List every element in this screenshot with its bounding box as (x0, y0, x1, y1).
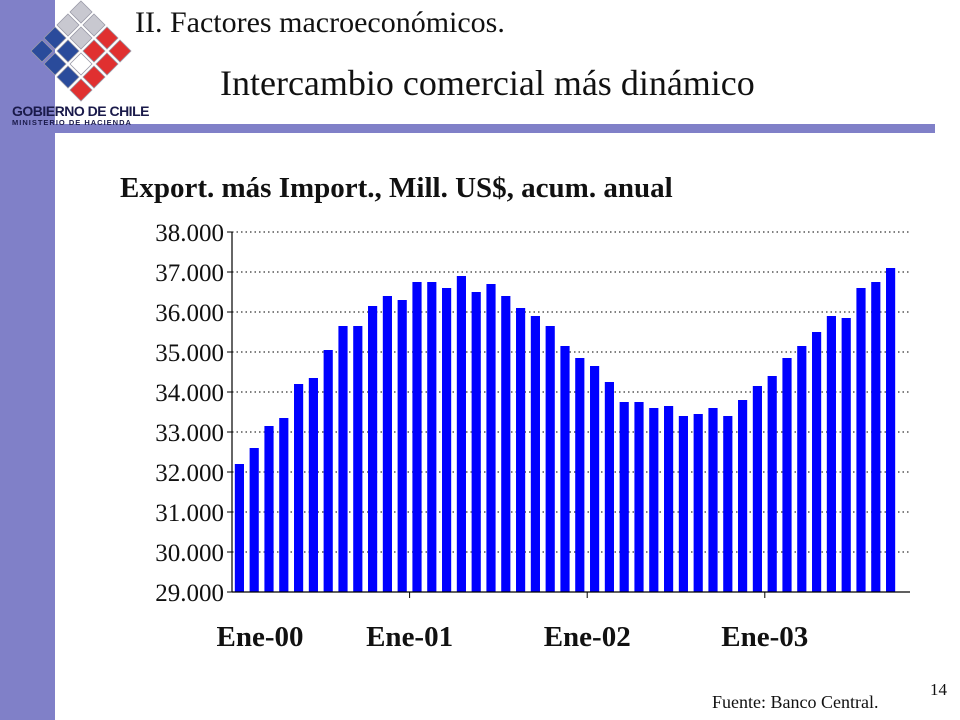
logo-diamond (43, 26, 67, 50)
logo-diamond (56, 39, 80, 63)
bar (797, 346, 807, 592)
bar (530, 316, 540, 592)
logo-text: GOBIERNO DE CHILE MINISTERIO DE HACIENDA (12, 104, 157, 128)
y-tick-label: 33.000 (155, 420, 224, 447)
bar (619, 402, 629, 592)
bar (412, 282, 422, 592)
logo-diamond (30, 39, 54, 63)
y-tick-label: 32.000 (155, 460, 224, 487)
bar (323, 350, 333, 592)
x-tick-label: Ene-00 (217, 621, 304, 653)
bar (368, 306, 378, 592)
y-tick-label: 34.000 (155, 380, 224, 407)
logo-diamond (95, 26, 119, 50)
bar (353, 326, 363, 592)
bar (545, 326, 555, 592)
bar (678, 416, 688, 592)
y-tick-label: 29.000 (155, 580, 224, 607)
bar (664, 406, 674, 592)
bar (486, 284, 496, 592)
logo-diamond (82, 65, 106, 89)
y-tick-label: 30.000 (155, 540, 224, 567)
bar (308, 378, 318, 592)
bar (841, 318, 851, 592)
x-tick-label: Ene-01 (366, 621, 453, 653)
bar (456, 276, 466, 592)
page-number: 14 (930, 680, 947, 699)
bar (826, 316, 836, 592)
bar (782, 358, 792, 592)
bar (234, 464, 244, 592)
bar (738, 400, 748, 592)
logo-diamond (82, 39, 106, 63)
bar (397, 300, 407, 592)
bar (294, 384, 304, 592)
y-tick-label: 38.000 (155, 220, 224, 247)
logo-diamond (56, 65, 80, 89)
bar (812, 332, 822, 592)
chart-bars (234, 268, 896, 592)
bar (382, 296, 392, 592)
bar (590, 366, 600, 592)
bar (708, 408, 718, 592)
y-axis-ticks: 29.000 30.000 31.000 32.000 33.000 34.000 35.0… (155, 220, 232, 607)
left-accent-bar (0, 0, 55, 720)
header-divider (35, 124, 935, 133)
section-title: II. Factores macroeconómicos. (135, 6, 505, 39)
bar (427, 282, 437, 592)
bar (634, 402, 644, 592)
bar (471, 292, 481, 592)
y-tick-label: 36.000 (155, 300, 224, 327)
logo-diamond (56, 13, 80, 37)
bar (752, 386, 762, 592)
logo-diamond (69, 26, 93, 50)
bar (723, 416, 733, 592)
bar (767, 376, 777, 592)
logo-diamond (69, 78, 93, 102)
logo-diamond (43, 52, 67, 76)
logo-diamond (108, 39, 132, 63)
bar (442, 288, 452, 592)
y-tick-label: 37.000 (155, 260, 224, 287)
chart-axes (231, 232, 910, 593)
slide-title: Intercambio comercial más dinámico (220, 63, 755, 103)
logo-diamond (69, 52, 93, 76)
bar (604, 382, 614, 592)
bar (249, 448, 259, 592)
bar (575, 358, 585, 592)
gobierno-logo-icon (30, 0, 132, 102)
logo-name: GOBIERNO DE CHILE (12, 103, 149, 119)
x-axis-ticks: Ene-00 Ene-01 Ene-02 Ene-03 (217, 592, 808, 653)
bar (649, 408, 659, 592)
bar (560, 346, 570, 592)
logo-diamond (82, 13, 106, 37)
x-tick-label: Ene-02 (544, 621, 631, 653)
chart-grid (232, 231, 910, 553)
bar (693, 414, 703, 592)
bar (856, 288, 866, 592)
y-tick-label: 31.000 (155, 500, 224, 527)
bar (279, 418, 289, 592)
bar (516, 308, 526, 592)
bar (871, 282, 881, 592)
y-tick-label: 35.000 (155, 340, 224, 367)
bar (501, 296, 511, 592)
logo-subtitle: MINISTERIO DE HACIENDA (12, 118, 132, 127)
x-tick-label: Ene-03 (721, 621, 808, 653)
logo-diamond (69, 0, 93, 24)
logo-diamond (95, 52, 119, 76)
chart-title: Export. más Import., Mill. US$, acum. an… (120, 172, 673, 204)
bar (264, 426, 274, 592)
bar (886, 268, 896, 592)
source-note: Fuente: Banco Central. (712, 692, 879, 712)
bar (338, 326, 348, 592)
